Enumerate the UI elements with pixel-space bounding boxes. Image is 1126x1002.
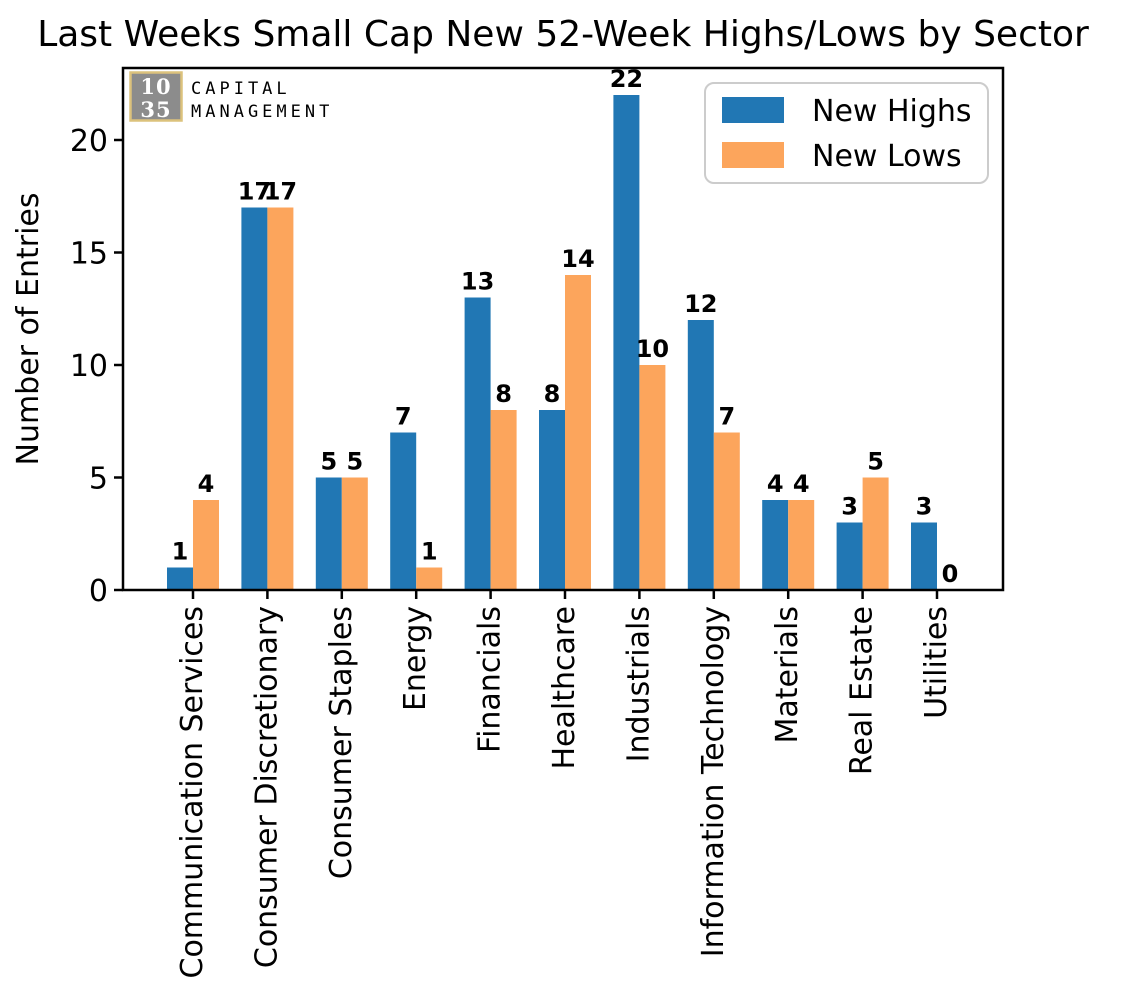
value-label-new-highs-healthcare: 8 (544, 380, 561, 408)
y-tick-label-15: 15 (70, 237, 108, 272)
x-tick-label-industrials: Industrials (621, 606, 656, 762)
value-label-new-lows-materials: 4 (793, 470, 810, 498)
bar-new-lows-industrials (639, 365, 666, 590)
value-label-new-lows-energy: 1 (421, 538, 438, 566)
value-label-new-lows-communication-services: 4 (198, 470, 215, 498)
y-tick-label-10: 10 (70, 349, 108, 384)
bar-new-highs-financials (464, 297, 491, 590)
y-tick-label-0: 0 (89, 574, 108, 609)
y-axis-label: Number of Entries (11, 193, 46, 466)
bar-new-highs-materials (762, 500, 789, 590)
value-label-new-lows-information-technology: 7 (718, 403, 735, 431)
bar-new-highs-healthcare (539, 410, 565, 590)
logo-number-bottom: 35 (140, 97, 171, 122)
y-tick-label-5: 5 (89, 462, 108, 497)
logo-number-top: 10 (140, 74, 171, 99)
value-label-new-highs-utilities: 3 (916, 493, 933, 521)
value-label-new-highs-information-technology: 12 (684, 290, 717, 318)
value-label-new-highs-consumer-staples: 5 (320, 448, 337, 476)
logo-box (129, 71, 183, 122)
legend-swatch-new-highs (722, 97, 784, 123)
bar-new-highs-real-estate (836, 522, 863, 590)
value-label-new-lows-consumer-discretionary: 17 (264, 178, 297, 206)
bar-new-highs-energy (390, 432, 417, 590)
bar-new-highs-consumer-staples (315, 477, 342, 590)
chart-title: Last Weeks Small Cap New 52-Week Highs/L… (37, 14, 1089, 55)
value-label-new-lows-utilities: 0 (942, 560, 959, 588)
x-tick-label-financials: Financials (473, 606, 508, 753)
value-label-new-highs-financials: 13 (461, 268, 494, 296)
bar-new-lows-information-technology (713, 432, 740, 590)
value-label-new-highs-consumer-discretionary: 17 (238, 178, 271, 206)
x-tick-label-consumer-discretionary: Consumer Discretionary (249, 606, 284, 968)
value-label-new-lows-financials: 8 (495, 380, 512, 408)
value-label-new-lows-real-estate: 5 (867, 448, 884, 476)
bar-new-lows-materials (788, 500, 815, 590)
x-tick-label-real-estate: Real Estate (845, 606, 880, 775)
axes-frame (121, 66, 1005, 592)
bar-new-lows-real-estate (862, 477, 889, 590)
bar-new-highs-communication-services (167, 567, 193, 590)
value-label-new-highs-real-estate: 3 (841, 493, 858, 521)
x-tick-label-healthcare: Healthcare (547, 606, 582, 770)
value-label-new-highs-industrials: 22 (610, 65, 643, 93)
legend-label-new-lows: New Lows (812, 139, 962, 174)
y-tick-label-20: 20 (70, 124, 108, 159)
x-tick-label-materials: Materials (770, 606, 805, 744)
value-label-new-lows-industrials: 10 (636, 335, 669, 363)
bar-new-highs-utilities (911, 522, 937, 590)
legend: New Highs New Lows (704, 82, 989, 184)
bar-new-lows-communication-services (193, 500, 219, 590)
bar-new-lows-energy (416, 567, 443, 590)
x-tick-label-communication-services: Communication Services (175, 606, 210, 979)
value-label-new-highs-energy: 7 (395, 403, 412, 431)
logo-1035-capital-management: 10 35 CAPITAL MANAGEMENT (129, 71, 333, 122)
bar-new-lows-consumer-staples (341, 477, 368, 590)
x-tick-label-information-technology: Information Technology (696, 606, 731, 957)
logo-word-management: MANAGEMENT (191, 102, 333, 122)
bar-new-highs-industrials (613, 95, 640, 590)
value-label-new-lows-consumer-staples: 5 (346, 448, 363, 476)
value-label-new-lows-healthcare: 14 (561, 245, 594, 273)
bar-new-highs-consumer-discretionary (241, 207, 268, 590)
bar-new-highs-information-technology (687, 320, 714, 590)
x-tick-label-consumer-staples: Consumer Staples (324, 606, 359, 879)
x-tick-label-energy: Energy (398, 606, 433, 711)
bar-new-lows-healthcare (565, 275, 591, 590)
x-tick-label-utilities: Utilities (919, 606, 954, 719)
legend-swatch-new-lows (722, 142, 784, 168)
logo-word-capital: CAPITAL (191, 79, 291, 99)
legend-label-new-highs: New Highs (812, 94, 972, 129)
bar-new-lows-consumer-discretionary (267, 207, 294, 590)
value-label-new-highs-materials: 4 (767, 470, 784, 498)
value-label-new-highs-communication-services: 1 (172, 538, 189, 566)
bar-new-lows-financials (490, 410, 517, 590)
